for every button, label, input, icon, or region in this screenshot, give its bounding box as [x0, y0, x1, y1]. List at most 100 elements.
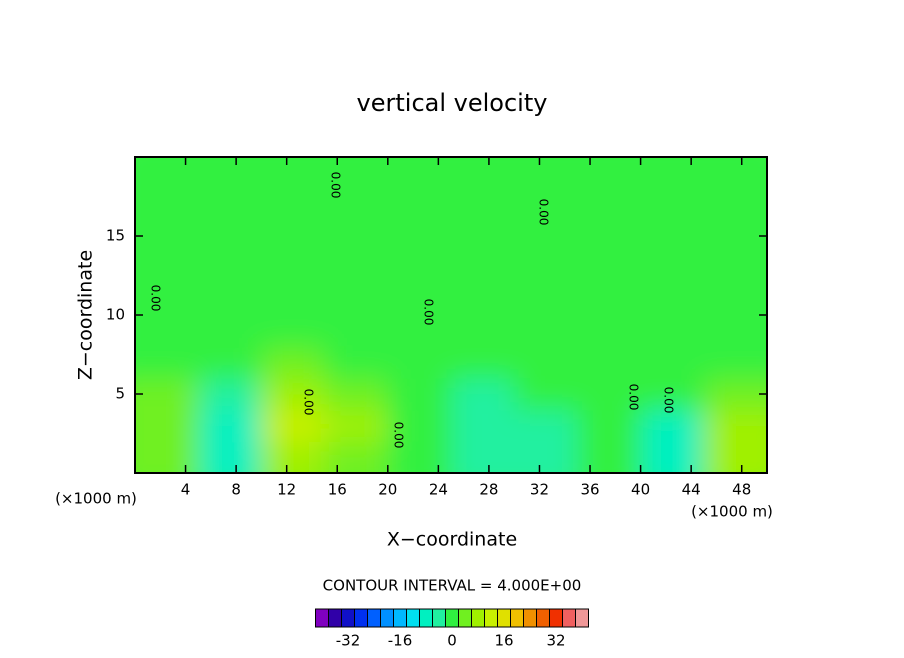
field: [135, 157, 767, 473]
x-tick-label: 12: [277, 481, 296, 499]
field-cell: [261, 346, 326, 379]
y-axis-label: Z−coordinate: [75, 250, 97, 380]
contour-label: 0.00: [329, 172, 343, 199]
field-cell: [135, 157, 199, 190]
field-cell: [514, 378, 578, 411]
colorbar-tick-label: -16: [388, 632, 413, 650]
field-cell: [451, 188, 515, 221]
colorbar-box: [354, 608, 368, 628]
field-cell: [198, 251, 262, 284]
contour-label: 0.00: [627, 384, 641, 411]
field-cell: [514, 409, 578, 442]
field-cell: [703, 157, 767, 190]
field-cell: [451, 346, 515, 379]
field-cell: [577, 220, 642, 253]
colorbar-box: [575, 608, 589, 628]
field-cells: [135, 157, 767, 473]
field-cell: [577, 378, 642, 411]
colorbar-box: [549, 608, 563, 628]
contour-label: 0.00: [422, 299, 436, 326]
field-cell: [451, 220, 515, 253]
colorbar-box: [536, 608, 550, 628]
colorbar-tick-label: -32: [336, 632, 361, 650]
field-cell: [577, 346, 642, 379]
field-cell: [135, 251, 199, 284]
field-cell: [387, 441, 452, 473]
field-cell: [324, 441, 389, 473]
field-cell: [324, 409, 389, 442]
field-cell: [514, 441, 578, 473]
field-cell: [135, 220, 199, 253]
field-cell: [451, 283, 515, 316]
field-cell: [261, 409, 326, 442]
colorbar-box: [367, 608, 381, 628]
colorbar-tick-label: 0: [447, 632, 457, 650]
field-cell: [514, 157, 578, 190]
x-tick-label: 36: [580, 481, 599, 499]
field-cell: [135, 441, 199, 473]
field-cell: [577, 251, 642, 284]
field-cell: [135, 378, 199, 411]
x-tick-label: 40: [631, 481, 650, 499]
field-cell: [640, 157, 705, 190]
colorbar-box: [406, 608, 420, 628]
field-cell: [198, 283, 262, 316]
colorbar-box: [341, 608, 355, 628]
field-cell: [261, 441, 326, 473]
field-cell: [387, 188, 452, 221]
field-cell: [324, 251, 389, 284]
field-cell: [198, 157, 262, 190]
field-cell: [640, 251, 705, 284]
contour-label: 0.00: [537, 199, 551, 226]
field-cell: [198, 220, 262, 253]
field-cell: [135, 346, 199, 379]
field-cell: [703, 378, 767, 411]
colorbar-box: [445, 608, 459, 628]
field-cell: [514, 283, 578, 316]
field-cell: [198, 378, 262, 411]
field-cell: [451, 251, 515, 284]
field-cell: [703, 315, 767, 348]
field-cell: [135, 188, 199, 221]
field-cell: [324, 315, 389, 348]
field-cell: [577, 283, 642, 316]
colorbar-tick-label: 32: [546, 632, 565, 650]
field-cell: [577, 157, 642, 190]
colorbar-box: [419, 608, 433, 628]
colorbar-box: [562, 608, 576, 628]
y-unit: (×1000 m): [55, 490, 137, 508]
field-cell: [387, 157, 452, 190]
x-axis-label: X−coordinate: [387, 529, 517, 551]
colorbar-box: [471, 608, 485, 628]
field-cell: [198, 409, 262, 442]
field-cell: [703, 441, 767, 473]
field-cell: [577, 409, 642, 442]
contour-label: 0.00: [662, 387, 676, 414]
field-cell: [324, 378, 389, 411]
field-cell: [703, 346, 767, 379]
field-cell: [261, 220, 326, 253]
field-cell: [324, 283, 389, 316]
colorbar-box: [393, 608, 407, 628]
field-cell: [198, 441, 262, 473]
field-cell: [703, 220, 767, 253]
field-cell: [640, 188, 705, 221]
colorbar-box: [432, 608, 446, 628]
field-cell: [387, 315, 452, 348]
field-cell: [514, 220, 578, 253]
field-cell: [577, 441, 642, 473]
field-cell: [261, 283, 326, 316]
x-tick-label: 16: [328, 481, 347, 499]
field-cell: [261, 188, 326, 221]
field-cell: [387, 409, 452, 442]
x-unit: (×1000 m): [691, 503, 773, 521]
field-cell: [261, 378, 326, 411]
colorbar-box: [510, 608, 524, 628]
field-cell: [324, 346, 389, 379]
field-cell: [261, 157, 326, 190]
chart-title: vertical velocity: [357, 89, 548, 117]
y-tick-label: 5: [115, 385, 125, 403]
colorbar-box: [380, 608, 394, 628]
field-cell: [324, 188, 389, 221]
field-cell: [640, 283, 705, 316]
